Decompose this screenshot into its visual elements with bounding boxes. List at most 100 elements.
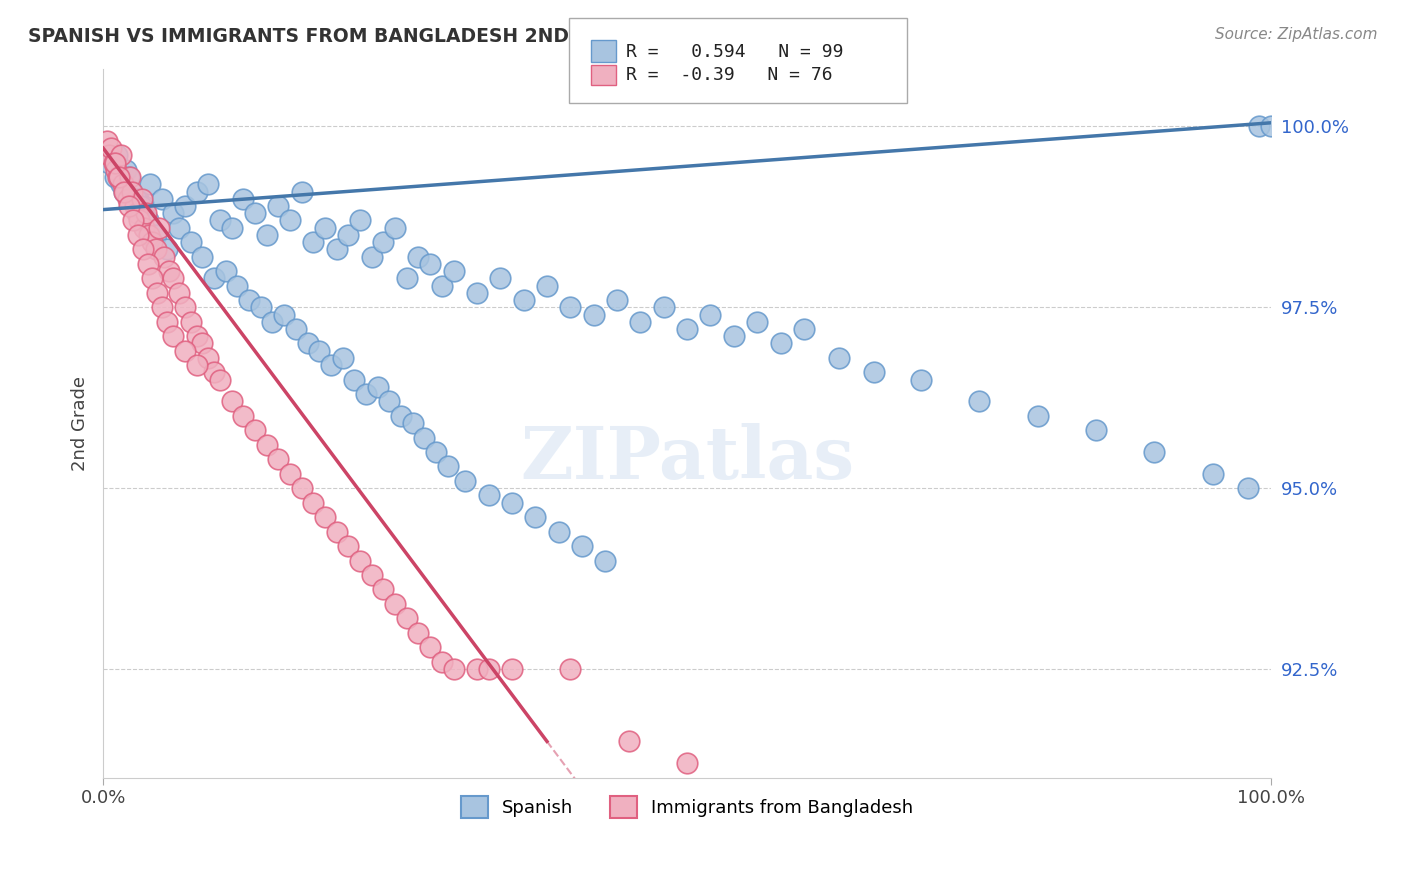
Point xyxy=(1260,120,1282,134)
Point xyxy=(139,178,162,192)
Point xyxy=(284,322,307,336)
Point xyxy=(325,243,347,257)
Point xyxy=(425,445,447,459)
Point xyxy=(501,662,523,676)
Point xyxy=(314,510,336,524)
Point xyxy=(146,285,169,300)
Point xyxy=(111,178,134,192)
Point xyxy=(373,235,395,249)
Point xyxy=(127,192,149,206)
Point xyxy=(243,206,266,220)
Point xyxy=(197,351,219,365)
Point xyxy=(107,169,129,184)
Point xyxy=(96,134,118,148)
Point xyxy=(162,271,184,285)
Point xyxy=(863,365,886,379)
Text: R =  -0.39   N = 76: R = -0.39 N = 76 xyxy=(626,66,832,84)
Point xyxy=(136,213,159,227)
Point xyxy=(127,227,149,242)
Point xyxy=(454,474,477,488)
Point xyxy=(232,409,254,423)
Point xyxy=(419,257,441,271)
Point xyxy=(628,315,651,329)
Point xyxy=(332,351,354,365)
Point xyxy=(124,199,146,213)
Text: ZIPatlas: ZIPatlas xyxy=(520,423,855,494)
Point xyxy=(108,169,131,184)
Point xyxy=(291,185,314,199)
Text: R =   0.594   N = 99: R = 0.594 N = 99 xyxy=(626,43,844,61)
Point xyxy=(162,206,184,220)
Point xyxy=(297,336,319,351)
Point xyxy=(105,148,128,162)
Point xyxy=(828,351,851,365)
Point xyxy=(343,373,366,387)
Point xyxy=(1249,120,1271,134)
Point xyxy=(273,308,295,322)
Point xyxy=(699,308,721,322)
Point xyxy=(129,199,152,213)
Point xyxy=(104,162,127,177)
Point xyxy=(136,257,159,271)
Point xyxy=(191,336,214,351)
Point xyxy=(132,199,155,213)
Point xyxy=(100,141,122,155)
Point xyxy=(202,365,225,379)
Point xyxy=(191,250,214,264)
Point xyxy=(308,343,330,358)
Point xyxy=(186,358,208,372)
Point xyxy=(145,243,167,257)
Point xyxy=(110,148,132,162)
Point xyxy=(156,315,179,329)
Point xyxy=(98,148,121,162)
Point xyxy=(150,300,173,314)
Point xyxy=(202,271,225,285)
Point xyxy=(430,655,453,669)
Point xyxy=(167,285,190,300)
Point xyxy=(115,162,138,177)
Point xyxy=(180,235,202,249)
Point xyxy=(595,553,617,567)
Point xyxy=(110,178,132,192)
Point xyxy=(180,315,202,329)
Point xyxy=(325,524,347,539)
Point xyxy=(536,278,558,293)
Point xyxy=(173,343,195,358)
Text: SPANISH VS IMMIGRANTS FROM BANGLADESH 2ND GRADE CORRELATION CHART: SPANISH VS IMMIGRANTS FROM BANGLADESH 2N… xyxy=(28,27,880,45)
Point xyxy=(302,495,325,509)
Legend: Spanish, Immigrants from Bangladesh: Spanish, Immigrants from Bangladesh xyxy=(454,789,921,825)
Point xyxy=(132,243,155,257)
Point xyxy=(232,192,254,206)
Point xyxy=(197,178,219,192)
Point xyxy=(524,510,547,524)
Point xyxy=(221,394,243,409)
Point xyxy=(256,438,278,452)
Y-axis label: 2nd Grade: 2nd Grade xyxy=(72,376,89,471)
Text: Source: ZipAtlas.com: Source: ZipAtlas.com xyxy=(1215,27,1378,42)
Point xyxy=(430,278,453,293)
Point xyxy=(560,300,582,314)
Point xyxy=(135,206,157,220)
Point xyxy=(114,185,136,199)
Point xyxy=(167,220,190,235)
Point xyxy=(360,250,382,264)
Point xyxy=(291,481,314,495)
Point xyxy=(153,250,176,264)
Point xyxy=(419,640,441,655)
Point xyxy=(118,169,141,184)
Point xyxy=(465,285,488,300)
Point xyxy=(512,293,534,307)
Point xyxy=(367,380,389,394)
Point xyxy=(267,452,290,467)
Point xyxy=(723,329,745,343)
Point xyxy=(150,192,173,206)
Point xyxy=(249,300,271,314)
Point xyxy=(186,185,208,199)
Point xyxy=(349,553,371,567)
Point xyxy=(278,467,301,481)
Point xyxy=(319,358,342,372)
Point xyxy=(1236,481,1258,495)
Point xyxy=(384,597,406,611)
Point xyxy=(278,213,301,227)
Point xyxy=(395,271,418,285)
